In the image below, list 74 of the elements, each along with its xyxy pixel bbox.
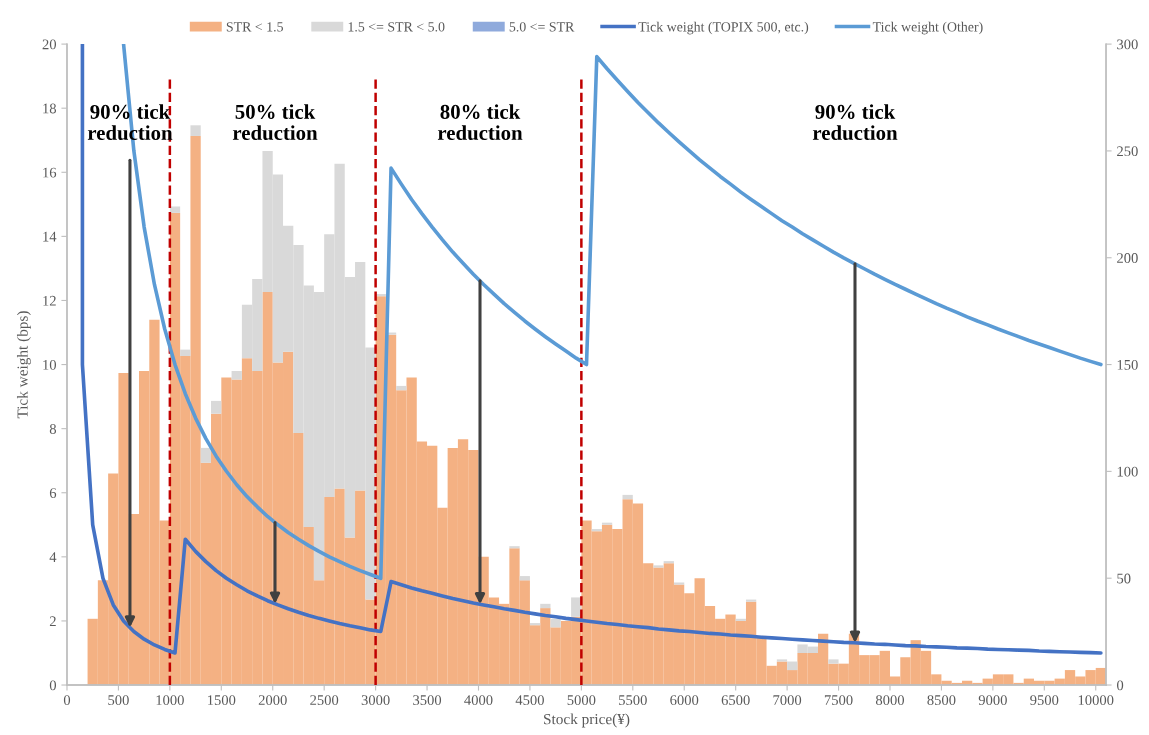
y-tick-label: 8 [49,424,57,434]
bar [550,618,561,628]
bar [673,582,685,585]
annotation: 90% tick reduction [812,104,898,141]
x-tick-label: 0 [63,695,71,706]
y2-tick-label: 250 [1117,146,1138,157]
bar [735,618,746,621]
y2-tick-label: 100 [1117,466,1138,477]
x-tick-label: 2500 [310,695,339,706]
line-series [80,44,1103,655]
x-tick-label: 7500 [824,695,853,706]
x-tick-label: 6000 [670,695,699,706]
bar [169,206,181,213]
bar [663,561,674,564]
y-tick-label: 2 [49,616,56,626]
x-tick-label: 4000 [464,695,493,706]
bar [571,597,582,617]
x-tick-label: 4500 [515,695,544,706]
bar [509,546,520,549]
bar [776,659,788,662]
y-tick-label: 10 [43,359,57,370]
x-tick-label: 9500 [1030,695,1059,706]
legend-label: 5.0 <= STR [509,22,575,32]
bar [180,349,191,357]
x-tick-label: 9000 [978,695,1007,706]
legend-label: STR < 1.5 [226,22,283,32]
y-tick-label: 12 [43,295,56,306]
x-tick-label: 5000 [567,695,596,706]
x-tick-label: 7000 [773,695,802,706]
bar [828,659,839,664]
y-tick-label: 18 [43,103,57,114]
bar [745,599,757,602]
annotation: 80% tick reduction [437,104,523,141]
x-tick-label: 500 [108,695,129,706]
bar [622,494,633,500]
y-tick-label: 4 [49,552,57,562]
x-tick-label: 6500 [721,695,750,706]
x-tick-label: 1000 [156,695,184,706]
legend-label: Tick weight (TOPIX 500, etc.) [638,21,809,35]
x-tick-label: 2000 [258,695,287,706]
x-axis-title: Stock price(¥) [544,713,630,728]
bar [591,529,602,532]
bar [601,522,613,525]
bar [200,447,212,463]
x-tick-label: 8000 [875,695,905,706]
bar [653,565,664,568]
y-tick-label: 0 [49,680,57,691]
y-tick-label: 6 [49,488,57,498]
bar [787,661,798,671]
annotation: 50% tick reduction [232,104,318,141]
legend-label: Tick weight (Other) [872,21,983,35]
y2-tick-label: 300 [1117,39,1138,50]
y2-tick-label: 150 [1117,359,1138,370]
x-tick-label: 5500 [619,695,647,706]
legend-label: 1.5 <= STR < 5.0 [348,22,445,32]
y2-tick-label: 50 [1117,573,1131,584]
bar [190,125,201,136]
y-tick-label: 20 [42,39,57,50]
y-tick-label: 16 [43,167,57,178]
bar [396,385,407,391]
bar [529,623,541,626]
x-tick-label: 1500 [208,695,236,706]
x-tick-label: 3000 [361,695,390,706]
bar [540,603,551,609]
bar [231,370,242,380]
y2-tick-label: 0 [1117,680,1124,691]
y-tick-label: 14 [43,231,57,242]
bar [519,576,530,581]
y2-tick-label: 200 [1117,253,1138,263]
x-tick-label: 8500 [927,695,956,706]
x-tick-label: 3500 [413,695,442,706]
y-axis-title: Tick weight (bps) [16,311,31,419]
bar [211,400,222,414]
x-tick-label: 10000 [1078,695,1114,706]
